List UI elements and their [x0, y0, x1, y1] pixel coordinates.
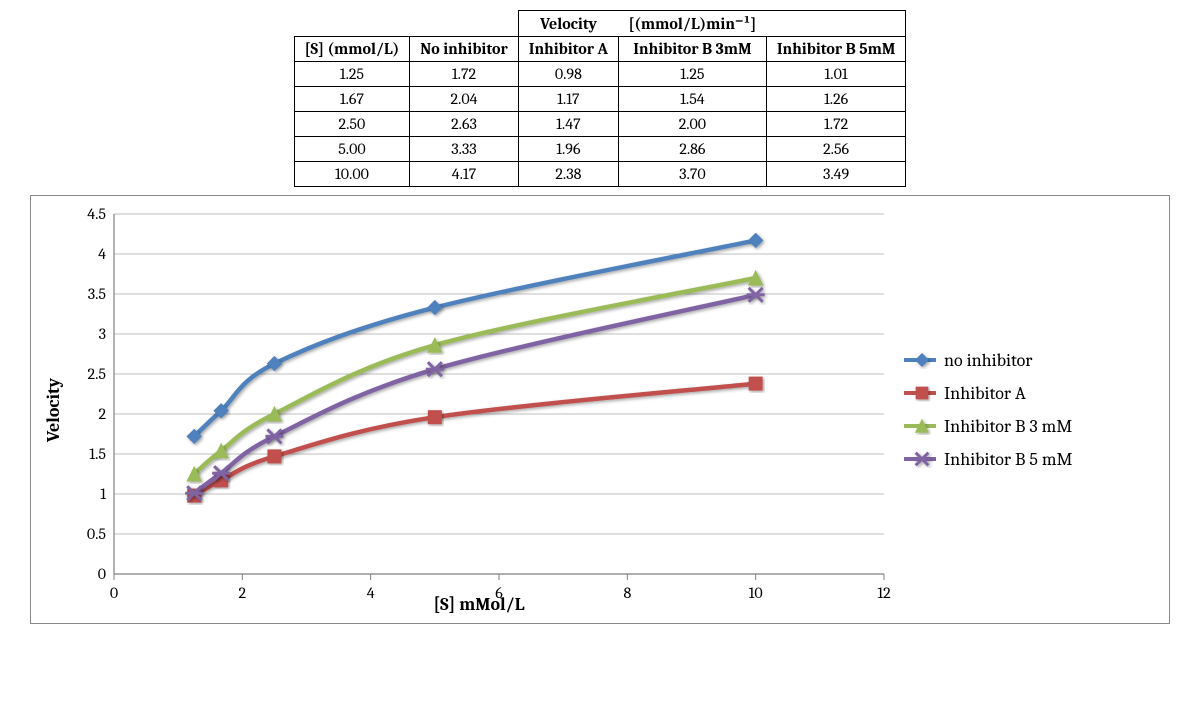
legend-swatch [904, 386, 936, 400]
legend-item: Inhibitor A [904, 383, 1072, 404]
svg-text:2.5: 2.5 [88, 365, 107, 383]
legend-item: Inhibitor B 3 mM [904, 416, 1072, 437]
table-cell: 1.01 [766, 62, 906, 87]
table-row: 1.672.041.171.541.26 [294, 87, 906, 112]
svg-text:4: 4 [367, 584, 375, 602]
velocity-chart: 00.511.522.533.544.5024681012 [64, 204, 894, 614]
table-row: 1.251.720.981.251.01 [294, 62, 906, 87]
table-cell: 10.00 [294, 162, 410, 187]
table-cell: 1.72 [410, 62, 518, 87]
table-cell: 2.56 [766, 137, 906, 162]
table-cell: 2.86 [618, 137, 766, 162]
table-cell: 1.17 [518, 87, 618, 112]
col-header-inha: Inhibitor A [518, 37, 618, 62]
table-cell: 1.67 [294, 87, 410, 112]
table-cell: 1.47 [518, 112, 618, 137]
svg-text:10: 10 [749, 584, 763, 602]
svg-text:2: 2 [98, 405, 106, 423]
legend-label: no inhibitor [944, 350, 1032, 371]
legend-item: no inhibitor [904, 350, 1072, 371]
series-marker [268, 450, 281, 463]
col-group-unit: [(mmol/L)min⁻¹] [618, 11, 766, 37]
y-axis-label: Velocity [39, 378, 64, 442]
svg-text:12: 12 [877, 584, 891, 602]
table-cell: 2.63 [410, 112, 518, 137]
legend-label: Inhibitor B 3 mM [944, 416, 1072, 437]
svg-text:4: 4 [98, 245, 106, 263]
col-header-inhb3: Inhibitor B 3mM [618, 37, 766, 62]
series-line [194, 278, 755, 474]
col-header-noinhib: No inhibitor [410, 37, 518, 62]
svg-text:1.5: 1.5 [89, 445, 106, 463]
series-marker [747, 288, 765, 302]
svg-text:0.5: 0.5 [87, 525, 107, 543]
data-table-container: Velocity [(mmol/L)min⁻¹] [S] (mmol/L) No… [10, 10, 1190, 187]
series-marker [428, 301, 442, 315]
svg-text:0: 0 [110, 584, 118, 602]
legend-swatch [904, 419, 936, 433]
series-marker [749, 377, 762, 390]
table-cell: 3.33 [410, 137, 518, 162]
series-marker [428, 411, 441, 424]
table-cell: 1.96 [518, 137, 618, 162]
legend-label: Inhibitor B 5 mM [944, 449, 1072, 470]
x-axis-label: [S] mMol/L [64, 594, 894, 615]
series-line [194, 295, 755, 493]
table-cell: 3.70 [618, 162, 766, 187]
table-cell: 1.25 [618, 62, 766, 87]
table-row: 2.502.631.472.001.72 [294, 112, 906, 137]
chart-legend: no inhibitor Inhibitor A Inhibitor B 3 mM I… [894, 338, 1072, 482]
table-cell: 1.25 [294, 62, 410, 87]
legend-label: Inhibitor A [944, 383, 1026, 404]
table-row: 5.003.331.962.862.56 [294, 137, 906, 162]
svg-text:2: 2 [239, 584, 247, 602]
svg-text:8: 8 [623, 584, 631, 602]
svg-text:1: 1 [100, 485, 106, 503]
col-group-velocity: Velocity [518, 11, 618, 37]
table-cell: 2.00 [618, 112, 766, 137]
chart-container: Velocity 00.511.522.533.544.5024681012 [… [30, 195, 1170, 624]
table-cell: 1.26 [766, 87, 906, 112]
table-cell: 1.54 [618, 87, 766, 112]
table-cell: 4.17 [410, 162, 518, 187]
series-marker [749, 233, 763, 247]
table-row: 10.004.172.383.703.49 [294, 162, 906, 187]
svg-text:0: 0 [98, 565, 106, 583]
table-cell: 1.72 [766, 112, 906, 137]
svg-text:4.5: 4.5 [87, 205, 106, 223]
legend-item: Inhibitor B 5 mM [904, 449, 1072, 470]
table-cell: 2.50 [294, 112, 410, 137]
data-table: Velocity [(mmol/L)min⁻¹] [S] (mmol/L) No… [294, 10, 907, 187]
series-marker [265, 429, 283, 443]
svg-text:3.5: 3.5 [88, 285, 107, 303]
legend-swatch [904, 353, 936, 367]
col-header-inhb5: Inhibitor B 5mM [766, 37, 906, 62]
series-line [194, 240, 755, 436]
svg-text:3: 3 [99, 325, 106, 343]
table-cell: 2.04 [410, 87, 518, 112]
table-cell: 0.98 [518, 62, 618, 87]
legend-swatch [904, 452, 936, 466]
table-cell: 2.38 [518, 162, 618, 187]
col-header-s: [S] (mmol/L) [294, 37, 410, 62]
table-cell: 5.00 [294, 137, 410, 162]
table-cell: 3.49 [766, 162, 906, 187]
